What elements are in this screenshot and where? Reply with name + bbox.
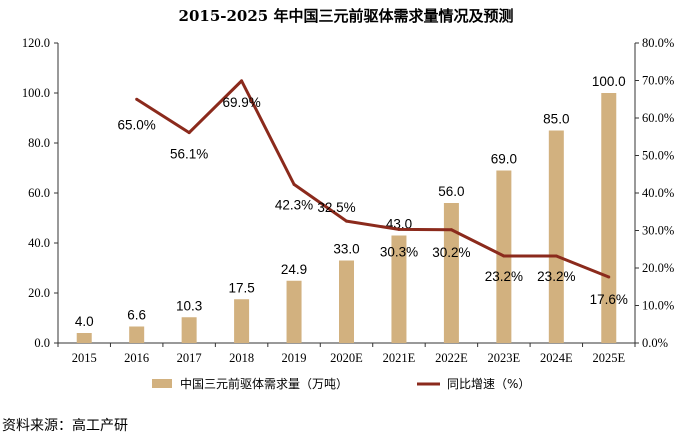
x-tick-label: 2021E xyxy=(383,351,416,365)
line-point xyxy=(607,275,611,279)
line-series: 65.0% 56.1% 69.9% 42.3% 32.5% 30.3% 30.2% 23.2%… xyxy=(118,79,628,307)
x-tick-label: 2019 xyxy=(282,351,307,365)
right-tick-label: 80.0% xyxy=(642,36,674,50)
right-tick-label: 60.0% xyxy=(642,111,674,125)
line-point xyxy=(554,254,558,258)
line-point xyxy=(187,131,191,135)
bar-data-label: 33.0 xyxy=(333,242,359,257)
axes: 0.0 20.0 40.0 60.0 80.0 100.0 120.0 0.0% 10.0% 20… xyxy=(22,36,674,365)
line-data-label: 30.3% xyxy=(380,244,418,259)
line-point xyxy=(292,182,296,186)
line-data-label: 30.2% xyxy=(432,245,470,260)
right-tick-label: 70.0% xyxy=(642,74,674,88)
legend-line-label: 同比增速（%） xyxy=(447,377,530,391)
source-note: 资料来源：高工产研 xyxy=(2,417,128,434)
line-point xyxy=(345,219,348,223)
bar xyxy=(391,235,407,343)
line-point xyxy=(502,254,506,258)
right-tick-label: 50.0% xyxy=(642,149,674,163)
line-point xyxy=(449,228,453,232)
x-tick-label: 2018 xyxy=(229,351,254,365)
left-tick-label: 120.0 xyxy=(22,36,50,50)
bar-data-label: 10.3 xyxy=(176,298,202,313)
legend-bar-label: 中国三元前驱体需求量（万吨） xyxy=(180,376,348,391)
bar xyxy=(548,130,564,343)
line-data-label: 42.3% xyxy=(275,197,313,212)
bar-data-label: 100.0 xyxy=(592,74,626,89)
bar xyxy=(339,260,354,343)
left-tick-label: 20.0 xyxy=(28,286,50,300)
left-tick-label: 80.0 xyxy=(28,136,50,150)
bar-data-label: 85.0 xyxy=(543,112,569,127)
right-tick-label: 30.0% xyxy=(642,224,674,238)
legend: 中国三元前驱体需求量（万吨） 同比增速（%） xyxy=(152,376,530,391)
bar xyxy=(181,317,197,343)
left-tick-label: 100.0 xyxy=(22,86,50,100)
bar-data-label: 69.0 xyxy=(491,152,517,167)
right-tick-label: 10.0% xyxy=(642,299,674,313)
growth-line xyxy=(135,79,610,279)
right-tick-label: 0.0% xyxy=(642,336,668,350)
right-tick-label: 40.0% xyxy=(642,186,674,200)
line-data-label: 32.5% xyxy=(317,200,355,215)
left-tick-label: 40.0 xyxy=(28,236,50,250)
bar-data-label: 24.9 xyxy=(281,262,307,277)
right-tick-label: 20.0% xyxy=(642,261,674,275)
x-tick-label: 2023E xyxy=(488,351,521,365)
line-point xyxy=(397,227,401,231)
line-data-label: 69.9% xyxy=(222,95,260,110)
bar-data-label: 17.5 xyxy=(228,280,254,295)
x-tick-label: 2022E xyxy=(435,351,468,365)
line-data-label: 23.2% xyxy=(485,269,523,284)
line-data-label: 56.1% xyxy=(170,147,208,162)
chart-title: 2015-2025 年中国三元前驱体需求量情况及预测 xyxy=(179,7,514,25)
bar xyxy=(443,203,459,343)
x-tick-label: 2024E xyxy=(540,351,573,365)
bar-data-label: 56.0 xyxy=(438,184,464,199)
x-tick-label: 2015 xyxy=(72,351,97,365)
bar-data-label: 6.6 xyxy=(127,308,146,323)
bars: 4.0 6.610.317.524.933.043.056.069.085.010… xyxy=(75,74,626,343)
bar xyxy=(234,299,250,343)
line-point xyxy=(240,79,244,83)
left-tick-label: 0.0 xyxy=(34,336,50,350)
line-data-label: 65.0% xyxy=(118,117,156,132)
bar-data-label: 4.0 xyxy=(75,314,94,329)
left-tick-label: 60.0 xyxy=(28,186,50,200)
bar xyxy=(76,333,92,343)
bar xyxy=(286,280,302,343)
line-data-label: 23.2% xyxy=(537,269,575,284)
line-point xyxy=(135,97,139,101)
bar xyxy=(601,93,617,343)
x-tick-label: 2025E xyxy=(592,351,625,365)
line-data-label: 17.6% xyxy=(590,292,628,307)
x-tick-label: 2016 xyxy=(124,351,149,365)
legend-bar-swatch xyxy=(152,379,172,388)
x-tick-label: 2017 xyxy=(177,351,202,365)
x-tick-label: 2020E xyxy=(330,351,363,365)
bar xyxy=(129,326,145,343)
